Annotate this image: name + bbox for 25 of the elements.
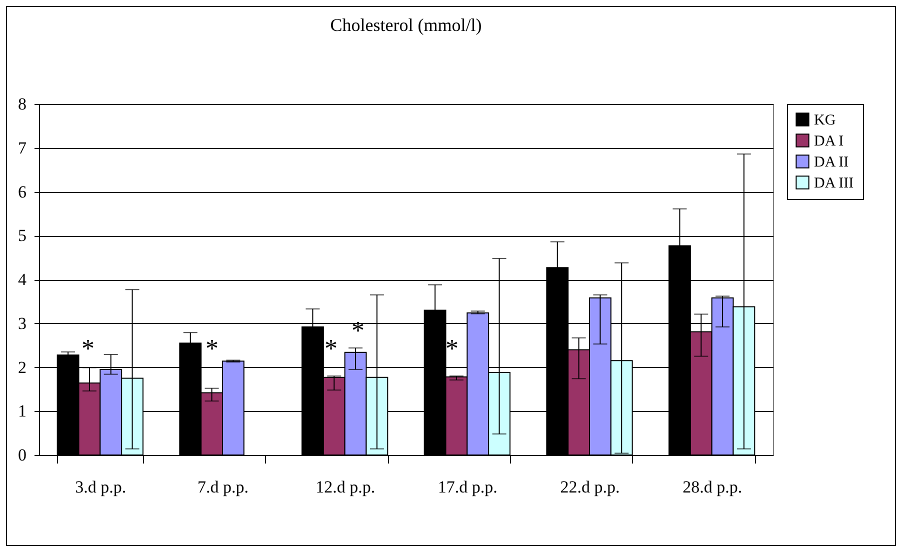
legend-label: DA I: [814, 134, 844, 150]
y-tick-label: 0: [18, 446, 26, 464]
annotation: *: [324, 334, 338, 363]
annotation: *: [206, 334, 218, 363]
annotation: *: [352, 316, 364, 345]
y-tick-label: 3: [18, 314, 26, 333]
x-tick-label: 17.d p.p.: [438, 478, 498, 496]
y-tick-label: 1: [18, 402, 26, 421]
x-tick-label: 12.d p.p.: [316, 478, 376, 496]
x-tick-label: 7.d p.p.: [198, 478, 248, 496]
annotation: *: [446, 334, 458, 363]
legend-label: DA II: [814, 154, 849, 170]
y-tick-label: 7: [18, 138, 27, 158]
y-tick-label: 8: [18, 94, 26, 114]
x-tick-label: 3.d p.p.: [75, 478, 126, 496]
x-tick-label: 22.d p.p.: [560, 478, 620, 496]
y-tick-label: 6: [18, 182, 26, 202]
y-tick-label: 2: [18, 358, 26, 377]
y-tick-label: 4: [18, 270, 27, 289]
chart-title: Cholesterol (mmol/l): [330, 15, 482, 35]
x-tick-label: 28.d p.p.: [682, 478, 742, 496]
legend-label: DA III: [814, 176, 854, 192]
y-tick-label: 5: [18, 226, 26, 246]
legend-label: KG: [814, 112, 836, 128]
annotation: *: [82, 334, 94, 363]
